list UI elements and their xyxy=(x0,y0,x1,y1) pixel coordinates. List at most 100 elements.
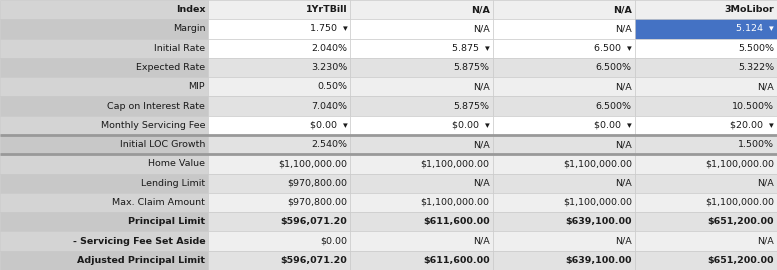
Bar xyxy=(208,154,350,174)
Text: N/A: N/A xyxy=(471,5,490,14)
Text: 5.875%: 5.875% xyxy=(454,63,490,72)
Bar xyxy=(493,212,635,231)
Text: $1,100,000.00: $1,100,000.00 xyxy=(420,198,490,207)
Text: 1.750  ▾: 1.750 ▾ xyxy=(310,24,347,33)
Text: N/A: N/A xyxy=(758,179,774,188)
Text: 5.875%: 5.875% xyxy=(454,102,490,111)
Text: N/A: N/A xyxy=(473,82,490,91)
Text: 5.875  ▾: 5.875 ▾ xyxy=(452,44,490,53)
Text: Expected Rate: Expected Rate xyxy=(136,63,205,72)
Text: $0.00  ▾: $0.00 ▾ xyxy=(452,121,490,130)
Text: Index: Index xyxy=(176,5,205,14)
Text: 5.124  ▾: 5.124 ▾ xyxy=(737,24,774,33)
Text: 6.500  ▾: 6.500 ▾ xyxy=(594,44,632,53)
Bar xyxy=(350,154,493,174)
Bar xyxy=(208,77,350,96)
Bar xyxy=(493,39,635,58)
Text: N/A: N/A xyxy=(613,5,632,14)
Text: $1,100,000.00: $1,100,000.00 xyxy=(278,159,347,168)
Bar xyxy=(493,251,635,270)
Text: Principal Limit: Principal Limit xyxy=(128,217,205,226)
Text: Monthly Servicing Fee: Monthly Servicing Fee xyxy=(101,121,205,130)
Bar xyxy=(493,96,635,116)
Bar xyxy=(350,174,493,193)
Bar xyxy=(635,0,777,19)
Text: N/A: N/A xyxy=(615,24,632,33)
Bar xyxy=(350,0,493,19)
Bar xyxy=(635,174,777,193)
Text: $611,600.00: $611,600.00 xyxy=(423,217,490,226)
Text: $1,100,000.00: $1,100,000.00 xyxy=(563,159,632,168)
Text: 0.50%: 0.50% xyxy=(318,82,347,91)
Text: $651,200.00: $651,200.00 xyxy=(708,217,774,226)
Text: $970,800.00: $970,800.00 xyxy=(287,198,347,207)
Text: 1YrTBill: 1YrTBill xyxy=(306,5,347,14)
Bar xyxy=(208,19,350,39)
Text: $0.00: $0.00 xyxy=(320,237,347,246)
Bar xyxy=(0,39,208,58)
Bar xyxy=(208,231,350,251)
Text: $20.00  ▾: $20.00 ▾ xyxy=(730,121,774,130)
Bar xyxy=(0,154,208,174)
Text: 3.230%: 3.230% xyxy=(311,63,347,72)
Bar xyxy=(350,77,493,96)
Text: N/A: N/A xyxy=(473,140,490,149)
Bar xyxy=(635,58,777,77)
Bar xyxy=(350,212,493,231)
Bar xyxy=(0,174,208,193)
Text: $639,100.00: $639,100.00 xyxy=(566,256,632,265)
Text: Home Value: Home Value xyxy=(148,159,205,168)
Bar xyxy=(0,116,208,135)
Bar xyxy=(0,96,208,116)
Text: N/A: N/A xyxy=(473,24,490,33)
Text: $1,100,000.00: $1,100,000.00 xyxy=(705,198,774,207)
Text: - Servicing Fee Set Aside: - Servicing Fee Set Aside xyxy=(72,237,205,246)
Bar xyxy=(0,0,208,19)
Text: N/A: N/A xyxy=(615,237,632,246)
Bar xyxy=(635,19,777,39)
Text: N/A: N/A xyxy=(615,140,632,149)
Bar xyxy=(208,135,350,154)
Bar xyxy=(350,116,493,135)
Bar xyxy=(493,174,635,193)
Text: 1.500%: 1.500% xyxy=(738,140,774,149)
Bar xyxy=(635,154,777,174)
Text: 2.040%: 2.040% xyxy=(312,44,347,53)
Bar xyxy=(493,0,635,19)
Text: Initial Rate: Initial Rate xyxy=(154,44,205,53)
Text: $639,100.00: $639,100.00 xyxy=(566,217,632,226)
Bar xyxy=(635,96,777,116)
Bar xyxy=(0,135,208,154)
Text: MIP: MIP xyxy=(189,82,205,91)
Text: Max. Claim Amount: Max. Claim Amount xyxy=(113,198,205,207)
Bar xyxy=(635,251,777,270)
Text: 7.040%: 7.040% xyxy=(312,102,347,111)
Text: 5.322%: 5.322% xyxy=(738,63,774,72)
Text: N/A: N/A xyxy=(615,82,632,91)
Bar xyxy=(208,212,350,231)
Text: 6.500%: 6.500% xyxy=(596,102,632,111)
Text: 2.540%: 2.540% xyxy=(312,140,347,149)
Bar xyxy=(350,251,493,270)
Text: 10.500%: 10.500% xyxy=(732,102,774,111)
Text: $970,800.00: $970,800.00 xyxy=(287,179,347,188)
Bar xyxy=(350,135,493,154)
Bar xyxy=(493,116,635,135)
Bar xyxy=(635,193,777,212)
Text: Lending Limit: Lending Limit xyxy=(141,179,205,188)
Bar xyxy=(208,193,350,212)
Bar xyxy=(208,174,350,193)
Text: N/A: N/A xyxy=(758,237,774,246)
Bar xyxy=(635,212,777,231)
Text: $651,200.00: $651,200.00 xyxy=(708,256,774,265)
Text: $596,071.20: $596,071.20 xyxy=(280,256,347,265)
Bar xyxy=(493,135,635,154)
Bar xyxy=(0,77,208,96)
Bar xyxy=(0,231,208,251)
Text: N/A: N/A xyxy=(758,82,774,91)
Text: N/A: N/A xyxy=(473,179,490,188)
Text: Initial LOC Growth: Initial LOC Growth xyxy=(120,140,205,149)
Text: 3MoLibor: 3MoLibor xyxy=(724,5,774,14)
Bar xyxy=(0,251,208,270)
Bar xyxy=(208,58,350,77)
